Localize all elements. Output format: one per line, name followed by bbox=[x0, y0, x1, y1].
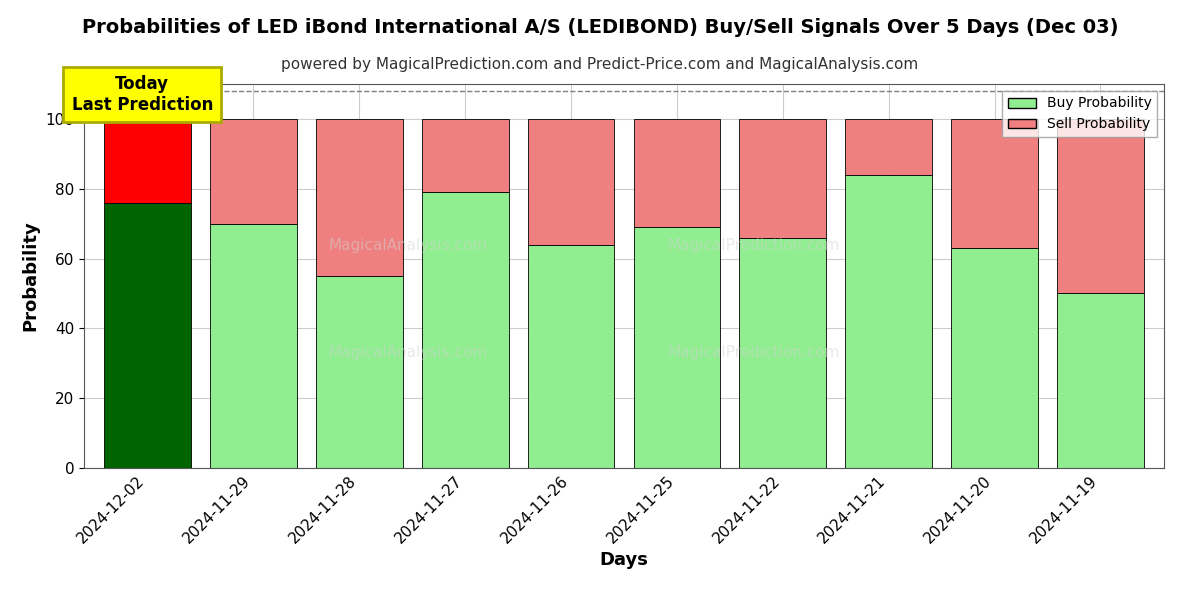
Bar bbox=[421, 119, 509, 192]
Bar bbox=[952, 119, 1038, 248]
Bar bbox=[739, 119, 827, 238]
Text: MagicalAnalysis.com: MagicalAnalysis.com bbox=[329, 346, 487, 360]
Bar bbox=[316, 276, 403, 468]
Bar bbox=[845, 119, 932, 175]
Bar bbox=[1057, 293, 1144, 468]
Bar bbox=[634, 119, 720, 227]
Bar bbox=[210, 224, 296, 468]
Bar bbox=[316, 119, 403, 276]
Bar bbox=[739, 238, 827, 468]
X-axis label: Days: Days bbox=[600, 551, 648, 569]
Bar bbox=[210, 119, 296, 224]
Bar bbox=[104, 119, 191, 203]
Y-axis label: Probability: Probability bbox=[22, 221, 40, 331]
Bar bbox=[528, 119, 614, 245]
Legend: Buy Probability, Sell Probability: Buy Probability, Sell Probability bbox=[1002, 91, 1157, 137]
Bar bbox=[952, 248, 1038, 468]
Text: powered by MagicalPrediction.com and Predict-Price.com and MagicalAnalysis.com: powered by MagicalPrediction.com and Pre… bbox=[281, 57, 919, 72]
Text: Today
Last Prediction: Today Last Prediction bbox=[72, 75, 212, 114]
Text: MagicalPrediction.com: MagicalPrediction.com bbox=[667, 238, 840, 253]
Text: MagicalAnalysis.com: MagicalAnalysis.com bbox=[329, 238, 487, 253]
Bar bbox=[845, 175, 932, 468]
Text: MagicalPrediction.com: MagicalPrediction.com bbox=[667, 346, 840, 360]
Bar bbox=[104, 203, 191, 468]
Bar bbox=[1057, 119, 1144, 293]
Bar bbox=[528, 245, 614, 468]
Text: Probabilities of LED iBond International A/S (LEDIBOND) Buy/Sell Signals Over 5 : Probabilities of LED iBond International… bbox=[82, 18, 1118, 37]
Bar bbox=[634, 227, 720, 468]
Bar bbox=[421, 192, 509, 468]
